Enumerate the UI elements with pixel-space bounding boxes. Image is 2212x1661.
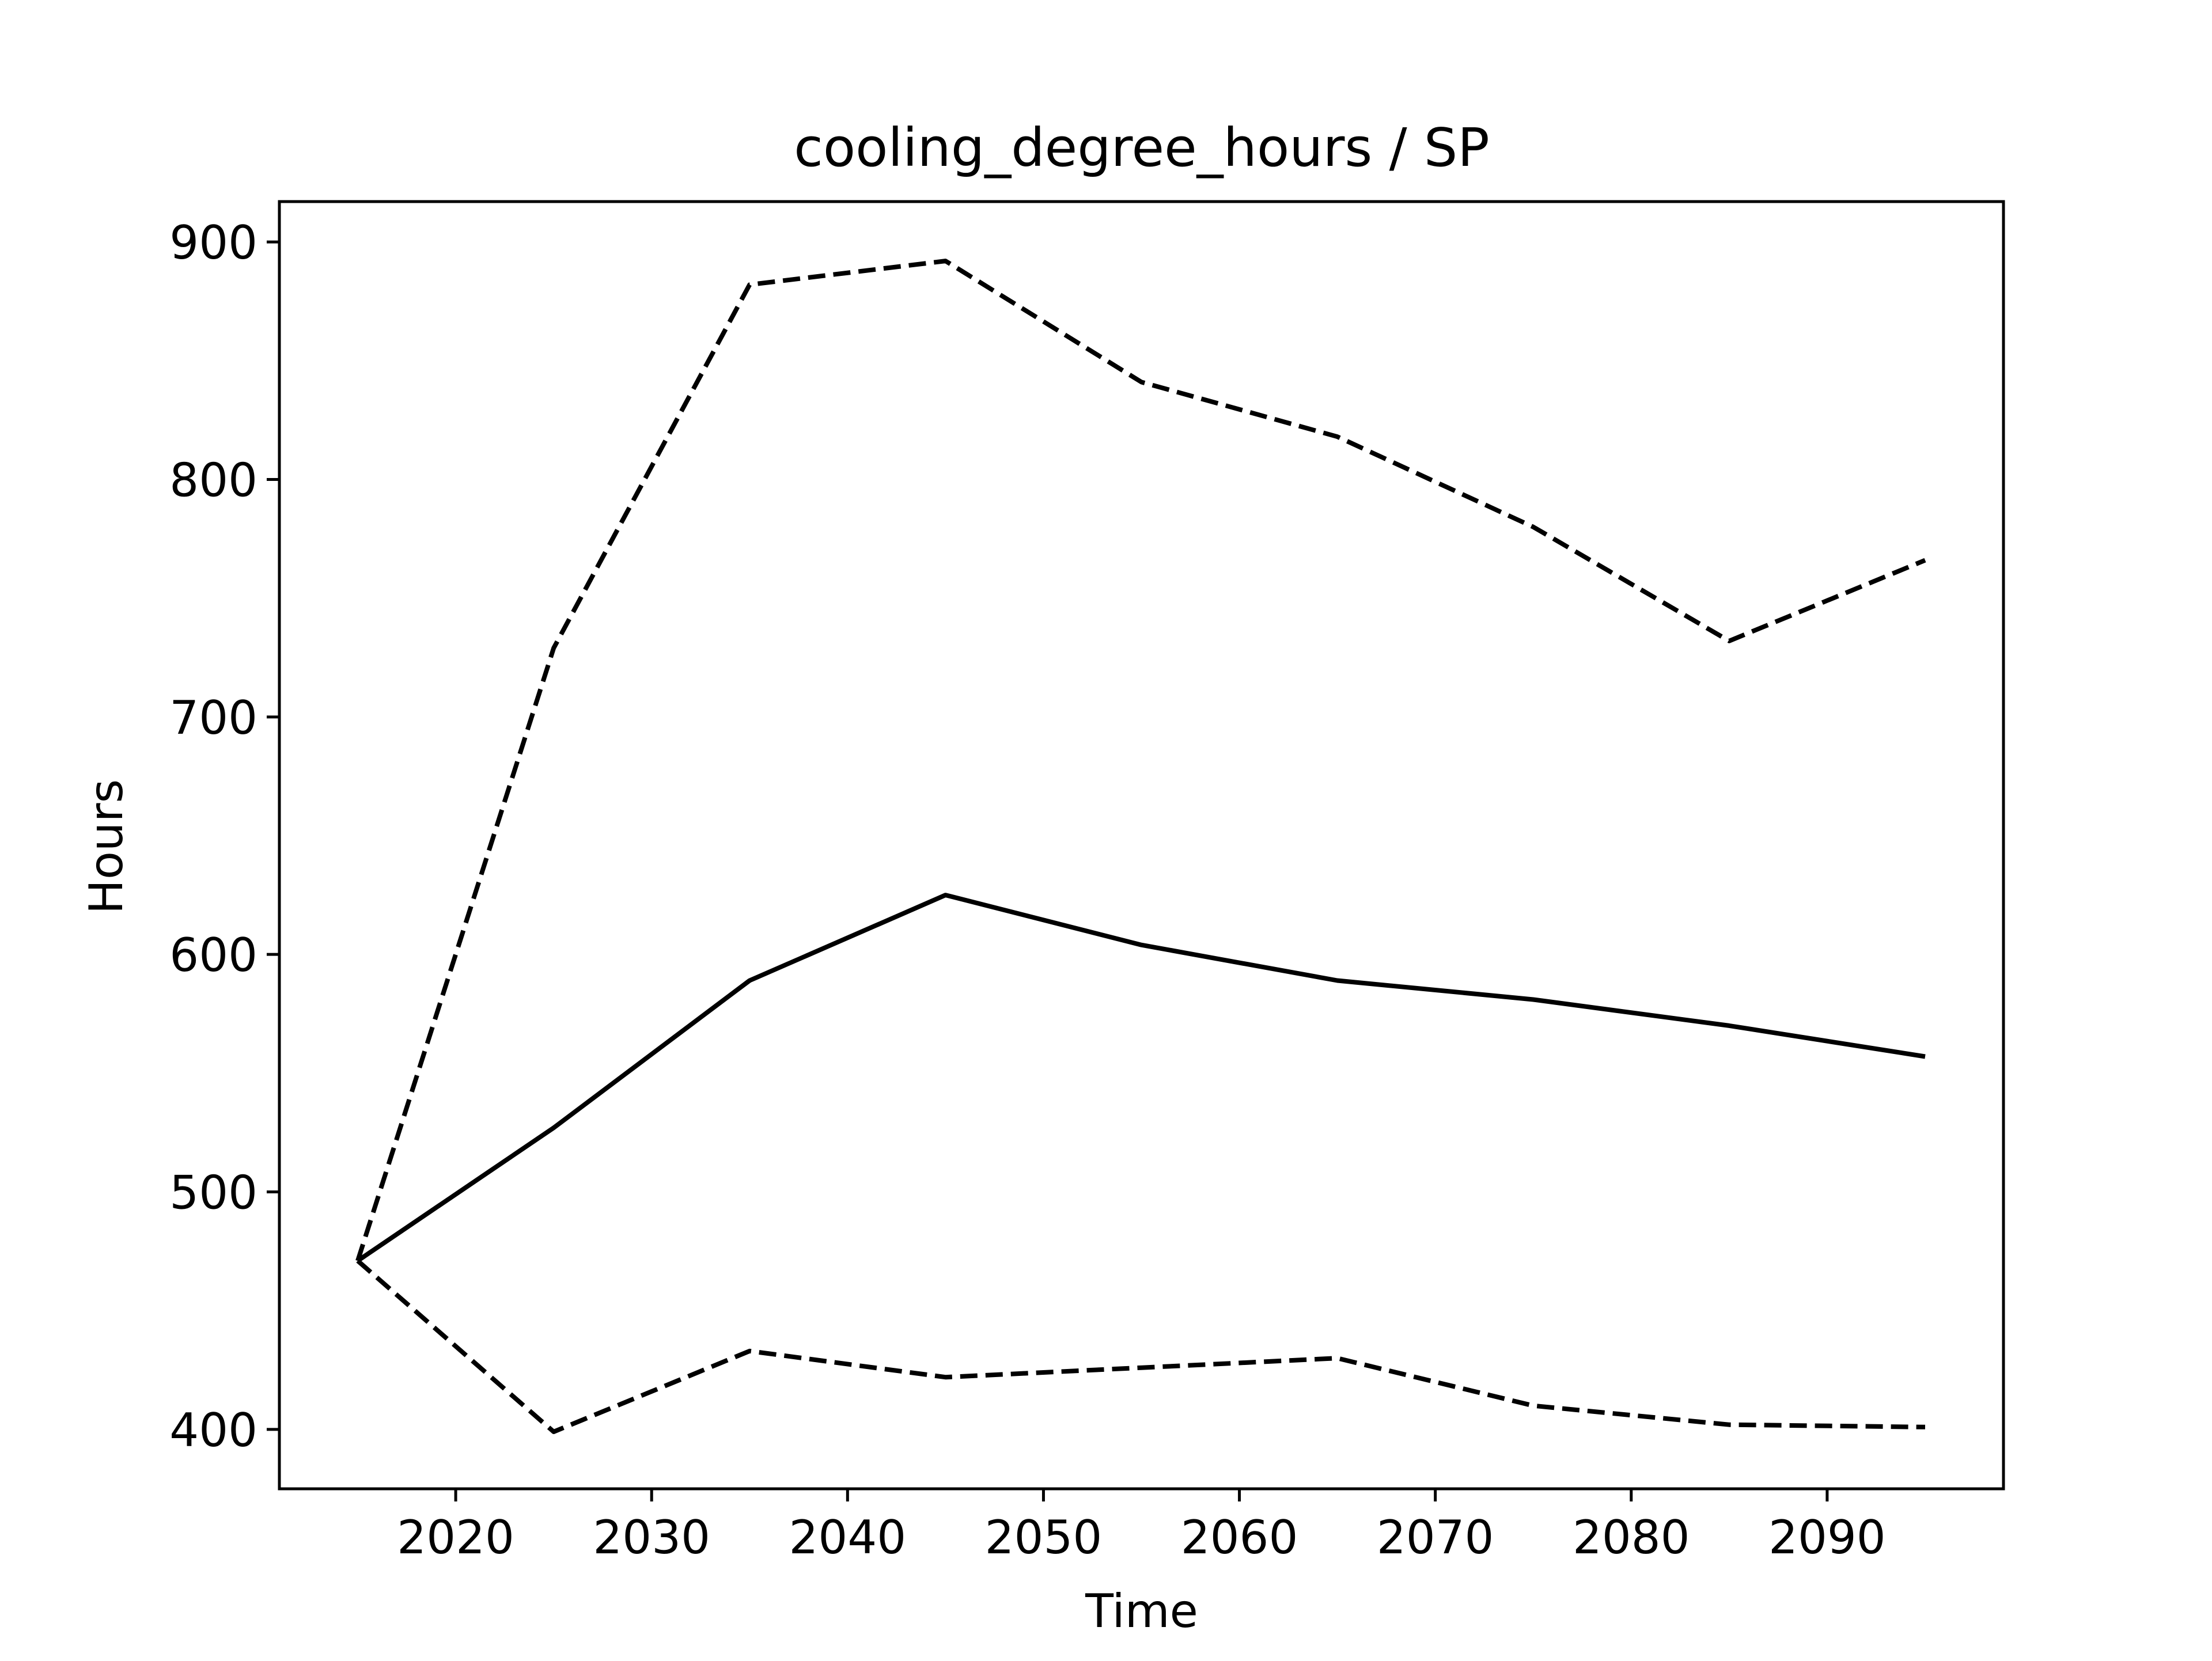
y-tick-label: 500	[169, 1166, 257, 1220]
series-line-lower	[356, 1259, 1926, 1434]
x-tick-label: 2090	[1768, 1511, 1886, 1564]
x-tick-label: 2040	[789, 1511, 907, 1564]
x-tick-label: 2020	[397, 1511, 514, 1564]
plot-frame	[278, 200, 2005, 1491]
y-axis-label: Hours	[79, 779, 133, 914]
y-tick-label: 600	[169, 928, 257, 982]
series-line-upper	[355, 259, 1926, 1262]
x-tick-label: 2080	[1573, 1511, 1690, 1564]
y-tick-label: 900	[169, 216, 257, 270]
x-axis-label: Time	[1085, 1584, 1198, 1638]
y-tick-label: 700	[169, 691, 257, 745]
series-layer	[355, 259, 1926, 1434]
y-tick-label: 800	[169, 453, 257, 507]
x-tick-label: 2060	[1181, 1511, 1298, 1564]
series-line-mean	[356, 893, 1926, 1263]
x-tick-label: 2030	[593, 1511, 710, 1564]
y-tick-label: 400	[169, 1404, 257, 1457]
x-tick-label: 2050	[985, 1511, 1103, 1564]
y-axis: 400 500 600 700 800 900	[169, 216, 279, 1457]
x-axis: 2020 2030 2040 2050 2060 2070 2080 2090	[397, 1489, 1886, 1564]
x-tick-label: 2070	[1377, 1511, 1494, 1564]
chart-title: cooling_degree_hours / SP	[794, 117, 1489, 179]
